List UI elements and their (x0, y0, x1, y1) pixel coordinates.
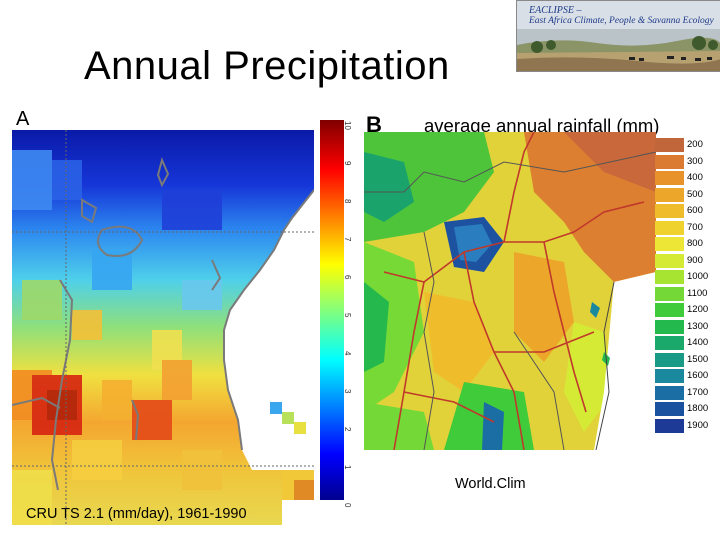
legend-item: 900 (655, 253, 720, 270)
legend-swatch (655, 385, 684, 400)
legend-label: 800 (687, 238, 703, 249)
banner-line-1: EACLIPSE – (529, 5, 582, 16)
cb-tick-0: 0 (343, 503, 352, 508)
panel-a-map (12, 130, 314, 525)
legend-label: 1400 (687, 337, 709, 348)
legend-label: 1500 (687, 353, 709, 365)
cb-tick-2: 2 (343, 427, 352, 432)
panel-b-legend: 200 300 400 500 600 700 800 900 1000 1100 1200 1300… (655, 137, 720, 434)
legend-label: 1900 (687, 419, 709, 431)
cb-tick-5: 5 (343, 313, 352, 318)
legend-item: 200 (655, 137, 720, 154)
legend-item: 400 (655, 170, 720, 187)
legend-swatch (655, 220, 684, 235)
legend-item: 1000 (655, 269, 720, 286)
legend-swatch (655, 253, 684, 268)
legend-swatch (655, 187, 684, 202)
legend-item: 800 (655, 236, 720, 253)
legend-label: 600 (687, 205, 703, 216)
cb-tick-7: 7 (343, 237, 352, 242)
legend-swatch (655, 303, 684, 317)
legend-label: 1200 (687, 304, 709, 315)
legend-label: 300 (687, 155, 703, 167)
slide-title: Annual Precipitation (84, 44, 450, 88)
panel-b-title: average annual rainfall (mm) (424, 115, 660, 136)
legend-item: 1500 (655, 352, 720, 369)
cb-tick-3: 3 (343, 389, 352, 394)
legend-swatch (655, 418, 684, 433)
legend-swatch (655, 319, 684, 334)
panel-a-colorbar (320, 120, 344, 500)
banner-text: EACLIPSE – East Africa Climate, People &… (529, 5, 714, 27)
legend-item: 500 (655, 187, 720, 204)
eaclipse-banner: EACLIPSE – East Africa Climate, People &… (516, 0, 720, 72)
legend-item: 1200 (655, 302, 720, 319)
legend-label: 1600 (687, 370, 709, 381)
legend-swatch (655, 336, 684, 350)
colorbar-gradient (320, 120, 344, 500)
legend-item: 1900 (655, 418, 720, 435)
panel-b-letter: B (366, 112, 382, 137)
legend-swatch (655, 171, 684, 185)
legend-item: 1100 (655, 286, 720, 303)
legend-item: 600 (655, 203, 720, 220)
panel-a-letter: A (16, 108, 30, 130)
legend-swatch (655, 369, 684, 383)
legend-swatch (655, 204, 684, 218)
legend-label: 700 (687, 221, 703, 233)
legend-item: 1700 (655, 385, 720, 402)
legend-item: 1800 (655, 401, 720, 418)
savanna-photo (517, 1, 720, 71)
legend-swatch (655, 270, 684, 284)
legend-item: 700 (655, 220, 720, 237)
legend-label: 900 (687, 254, 703, 266)
legend-swatch (655, 154, 684, 169)
legend-label: 400 (687, 172, 703, 183)
cb-tick-1: 1 (343, 465, 352, 470)
legend-swatch (655, 286, 684, 301)
cb-tick-10: 10 (343, 121, 352, 130)
legend-label: 1100 (687, 287, 708, 299)
cb-tick-8: 8 (343, 199, 352, 204)
cb-tick-9: 9 (343, 161, 352, 166)
legend-label: 500 (687, 188, 703, 200)
cb-tick-4: 4 (343, 351, 352, 356)
panel-b-caption: World.Clim (455, 476, 526, 492)
panel-b-map (364, 132, 656, 450)
panel-a-colorbar-ticks: 0 1 2 3 4 5 6 7 8 9 10 (343, 120, 358, 512)
legend-label: 1000 (687, 271, 709, 282)
cru-precip-map (12, 130, 314, 525)
legend-item: 1600 (655, 368, 720, 385)
legend-item: 1300 (655, 319, 720, 336)
legend-item: 1400 (655, 335, 720, 352)
legend-swatch (655, 352, 684, 367)
worldclim-rainfall-map (364, 132, 656, 450)
panel-a-caption: CRU TS 2.1 (mm/day), 1961-1990 (26, 506, 247, 522)
legend-swatch (655, 237, 684, 251)
legend-swatch (655, 402, 684, 416)
legend-item: 300 (655, 154, 720, 171)
banner-line-2: East Africa Climate, People & Savanna Ec… (529, 16, 714, 26)
legend-label: 1300 (687, 320, 709, 332)
legend-swatch (655, 138, 684, 152)
legend-label: 1800 (687, 403, 709, 414)
legend-label: 1700 (687, 386, 709, 398)
legend-label: 200 (687, 139, 703, 150)
cb-tick-6: 6 (343, 275, 352, 280)
